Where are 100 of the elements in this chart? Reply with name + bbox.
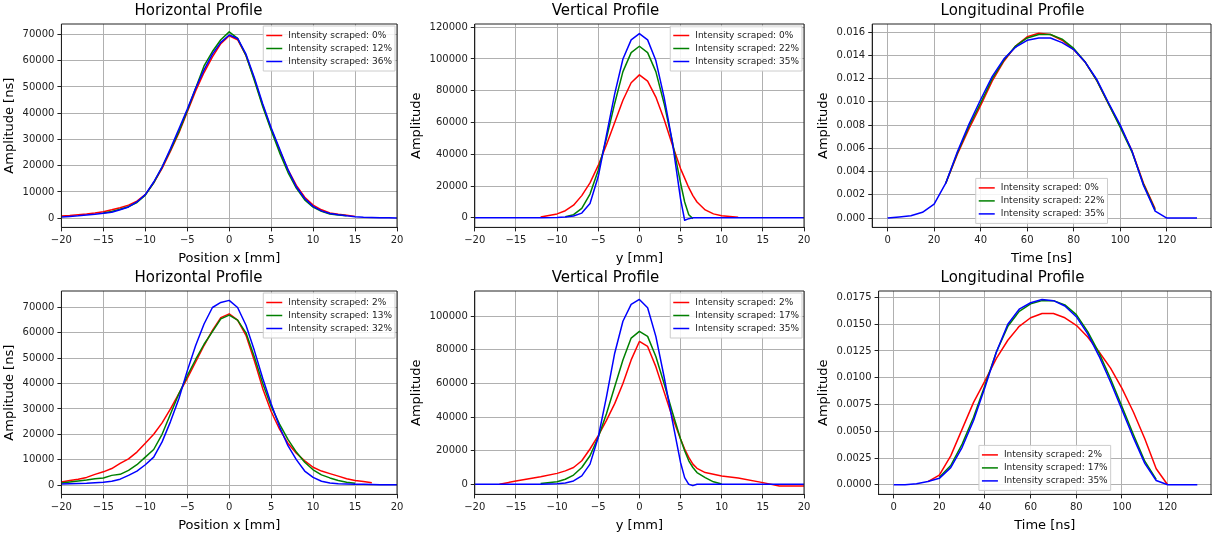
legend-label: Intensity scraped: 36% — [288, 55, 393, 66]
x-tick-label: 5 — [267, 500, 275, 512]
legend-label: Intensity scraped: 35% — [695, 55, 800, 66]
legend-label: Intensity scraped: 32% — [288, 322, 393, 333]
y-tick-label: 80000 — [435, 343, 468, 355]
x-tick-label: 20 — [797, 500, 811, 512]
y-tick-label: 40000 — [435, 410, 468, 422]
chart-title: Horizontal Profile — [134, 267, 263, 286]
x-axis-title: y [mm] — [615, 249, 664, 265]
y-tick-label: 40000 — [22, 377, 55, 389]
chart-title: Vertical Profile — [551, 267, 660, 286]
legend-label: Intensity scraped: 22% — [695, 42, 800, 53]
x-tick-label: −15 — [92, 500, 114, 512]
x-tick-label: 5 — [677, 500, 684, 512]
x-tick-label: 5 — [677, 233, 684, 245]
legend-label: Intensity scraped: 2% — [1003, 449, 1103, 460]
y-tick-label: 0.0050 — [836, 424, 872, 436]
y-tick-label: 0.004 — [836, 165, 866, 177]
y-tick-label: 20000 — [435, 444, 468, 456]
y-tick-label: 0.0175 — [836, 291, 872, 303]
x-tick-label: 10 — [306, 500, 320, 512]
y-axis-title: Amplitude [ns] — [1, 344, 17, 441]
x-tick-label: 0 — [226, 500, 233, 512]
y-tick-label: 0.0100 — [836, 371, 872, 383]
x-tick-label: −15 — [505, 500, 527, 512]
x-tick-label: 20 — [932, 500, 946, 512]
x-tick-label: 0 — [636, 233, 643, 245]
y-tick-label: 0.014 — [836, 48, 866, 60]
x-tick-label: 15 — [756, 500, 770, 512]
y-tick-label: 0.008 — [836, 118, 866, 130]
x-tick-label: 15 — [348, 233, 362, 245]
x-tick-label: −5 — [590, 500, 606, 512]
x-tick-label: 0 — [890, 500, 897, 512]
x-tick-label: 15 — [756, 233, 770, 245]
x-tick-label: −10 — [134, 500, 156, 512]
y-tick-label: 20000 — [22, 427, 55, 439]
x-tick-label: 10 — [715, 500, 729, 512]
y-tick-label: 0.0000 — [836, 478, 872, 490]
y-tick-label: 0.002 — [836, 188, 866, 200]
x-axis-title: Position x [mm] — [178, 249, 281, 265]
y-tick-label: 60000 — [22, 326, 55, 338]
y-tick-label: 0.006 — [836, 141, 866, 153]
x-tick-label: −10 — [134, 233, 156, 245]
y-axis-title: Amplitude — [815, 92, 831, 160]
y-tick-label: 100000 — [429, 309, 468, 321]
legend-label: Intensity scraped: 0% — [1000, 182, 1100, 193]
y-tick-label: 0.016 — [836, 25, 866, 37]
x-tick-label: −20 — [50, 233, 72, 245]
x-axis-title: Time [ns] — [1013, 516, 1076, 532]
legend-label: Intensity scraped: 35% — [1003, 475, 1109, 486]
y-tick-label: 30000 — [22, 133, 55, 145]
legend-label: Intensity scraped: 17% — [1003, 462, 1109, 473]
y-tick-label: 100000 — [429, 52, 468, 64]
y-axis-title: Amplitude — [408, 359, 424, 427]
x-tick-label: 10 — [715, 233, 729, 245]
x-tick-label: 120 — [1158, 500, 1178, 512]
y-tick-label: 50000 — [22, 351, 55, 363]
x-tick-label: −5 — [179, 500, 195, 512]
x-axis-title: Time [ns] — [1010, 249, 1073, 265]
x-tick-label: 20 — [390, 233, 404, 245]
x-tick-label: −20 — [50, 500, 72, 512]
x-tick-label: 0 — [226, 233, 233, 245]
y-axis-title: Amplitude — [815, 359, 831, 427]
y-tick-label: 0.0125 — [836, 344, 872, 356]
x-tick-label: 20 — [390, 500, 404, 512]
y-tick-label: 20000 — [435, 179, 468, 191]
x-tick-label: 60 — [1024, 500, 1038, 512]
y-tick-label: 60000 — [435, 116, 468, 128]
chart-title: Vertical Profile — [551, 0, 660, 19]
y-tick-label: 0.012 — [836, 72, 866, 84]
x-tick-label: −10 — [546, 500, 568, 512]
x-tick-label: 20 — [797, 233, 811, 245]
x-tick-label: 15 — [348, 500, 362, 512]
y-tick-label: 30000 — [22, 402, 55, 414]
x-tick-label: 40 — [978, 500, 992, 512]
x-tick-label: −20 — [464, 233, 486, 245]
y-axis-title: Amplitude [ns] — [1, 77, 17, 174]
legend-label: Intensity scraped: 0% — [695, 29, 794, 40]
y-tick-label: 70000 — [22, 301, 55, 313]
x-tick-label: 0 — [636, 500, 643, 512]
chart-title: Horizontal Profile — [134, 0, 263, 19]
legend-label: Intensity scraped: 2% — [288, 296, 387, 307]
x-axis-title: y [mm] — [615, 516, 664, 532]
legend-label: Intensity scraped: 13% — [288, 309, 393, 320]
x-tick-label: −20 — [464, 500, 486, 512]
y-tick-label: 70000 — [22, 28, 55, 40]
y-tick-label: 0.010 — [836, 95, 866, 107]
y-tick-label: 0 — [48, 211, 55, 223]
y-tick-label: 120000 — [429, 20, 468, 32]
y-tick-label: 60000 — [435, 377, 468, 389]
legend-label: Intensity scraped: 35% — [1000, 208, 1105, 219]
x-tick-label: 40 — [974, 233, 988, 245]
x-tick-label: 20 — [927, 233, 941, 245]
y-tick-label: 10000 — [22, 453, 55, 465]
y-axis-title: Amplitude — [408, 92, 424, 160]
legend-label: Intensity scraped: 2% — [695, 296, 794, 307]
x-axis-title: Position x [mm] — [178, 516, 281, 532]
x-tick-label: −15 — [92, 233, 114, 245]
chart-title: Longitudinal Profile — [940, 267, 1085, 286]
legend-label: Intensity scraped: 12% — [288, 42, 393, 53]
